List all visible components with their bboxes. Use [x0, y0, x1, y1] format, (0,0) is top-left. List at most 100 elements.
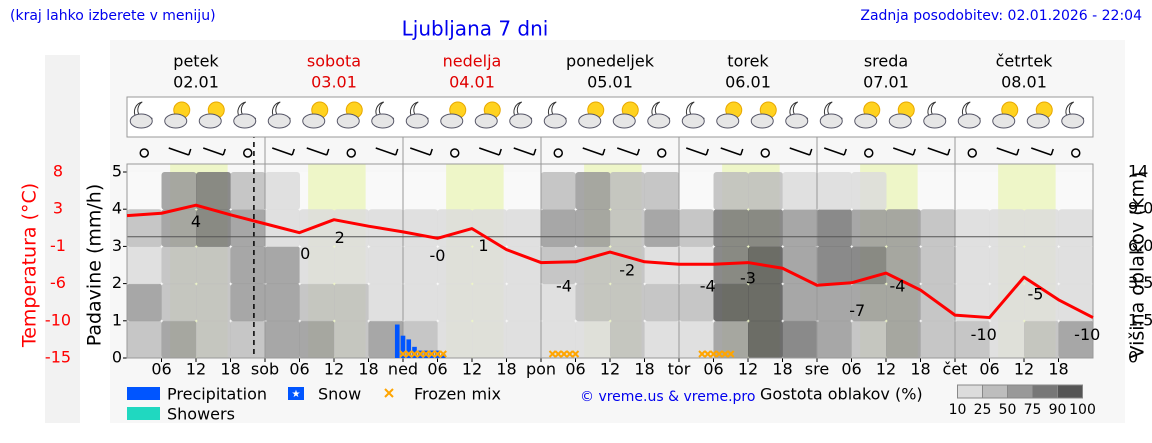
wind-calm — [553, 148, 563, 158]
cloud-cell — [437, 320, 473, 359]
update-time: Zadnja posodobitev: 02.01.2026 - 22:04 — [860, 8, 1142, 24]
x-tick-label: 12 — [738, 360, 758, 379]
frozen-mix-marker — [704, 350, 712, 358]
cloud-icon — [819, 113, 843, 129]
cloud-cell — [955, 320, 990, 359]
wind-barb — [1031, 147, 1054, 156]
wind-barb — [582, 147, 606, 156]
precip-bar — [400, 335, 406, 358]
scale-swatch — [1032, 384, 1058, 399]
cloud-cell — [127, 283, 162, 322]
cloud-cell — [541, 320, 576, 359]
cloud-cell — [920, 246, 956, 285]
legend-label: Snow — [318, 385, 361, 404]
day-name: petek — [173, 52, 219, 71]
cloud-icon — [440, 113, 464, 129]
y2-tick-label: 9.0 — [1128, 199, 1152, 218]
legend-swatch — [127, 387, 160, 400]
x-tick-label: 12 — [324, 360, 344, 379]
y2-tick-label: 6.0 — [1128, 236, 1152, 255]
frozen-mix-marker — [709, 350, 718, 358]
cloud-icon — [612, 113, 636, 129]
cloud-cell — [506, 246, 542, 285]
cloud-icon — [302, 113, 326, 129]
cloud-cell — [403, 283, 438, 322]
left-panel — [45, 55, 80, 423]
cloud-cell — [713, 246, 749, 285]
frozen-mix-marker — [727, 350, 735, 358]
day-date: 04.01 — [449, 73, 495, 92]
scale-label: 90 — [1049, 402, 1067, 418]
cloud-cell — [265, 246, 300, 285]
cloud-cell — [1058, 320, 1094, 359]
wind-barb — [479, 147, 502, 156]
cloud-cell — [506, 320, 542, 359]
cloud-icon — [647, 113, 671, 129]
day-date: 03.01 — [311, 73, 357, 92]
wind-calm — [967, 148, 977, 158]
x-tick-label: 06 — [151, 360, 171, 379]
cloud-cell — [989, 209, 1025, 247]
y-tick-label: 3 — [112, 236, 122, 255]
cloud-cell — [782, 246, 818, 285]
wind-barb — [617, 147, 640, 156]
x-tick-label: 18 — [634, 360, 654, 379]
frozen-mix-marker — [560, 350, 568, 358]
cloud-cell — [196, 283, 231, 322]
wind-barb — [996, 147, 1020, 156]
cloud-icon — [716, 113, 740, 129]
cloud-cell — [644, 283, 680, 322]
y-tick-label: 1 — [112, 310, 122, 329]
legend-label: Precipitation — [167, 385, 267, 404]
cloud-cell — [679, 209, 714, 247]
scale-label: 25 — [974, 402, 992, 418]
temp-annotation: -7 — [849, 301, 865, 320]
frozen-mix-marker — [571, 350, 580, 358]
cloud-cell — [920, 320, 956, 359]
cloud-cell — [541, 172, 576, 210]
cloud-icon — [785, 113, 809, 129]
frozen-mix-marker — [422, 350, 430, 358]
cloud-cell — [506, 209, 542, 247]
legend-label: Showers — [167, 405, 235, 424]
x-tick-label: pon — [526, 360, 556, 379]
precip-bar — [406, 339, 412, 358]
x-tick-label: 12 — [876, 360, 896, 379]
wind-calm — [243, 148, 253, 158]
cloud-icon — [1061, 113, 1085, 129]
x-tick-label: 06 — [703, 360, 723, 379]
cloud-cell — [196, 172, 231, 210]
scale-label: 10 — [949, 402, 967, 418]
cloud-cell — [748, 172, 783, 210]
cloud-cell — [713, 172, 749, 210]
x-tick-label: 18 — [358, 360, 378, 379]
cloud-axis-title: Višina oblakov (km) — [1127, 172, 1149, 359]
cloud-cell — [472, 209, 507, 247]
temp-annotation: -10 — [971, 325, 997, 344]
scale-label: 50 — [999, 402, 1017, 418]
wind-barb — [272, 147, 295, 156]
y2-tick-label: 3.5 — [1128, 273, 1152, 292]
y-tick-label: 2 — [112, 273, 122, 292]
cloud-cell — [851, 209, 887, 247]
cloud-cell — [1024, 209, 1059, 247]
x-tick-label: 06 — [565, 360, 585, 379]
x-tick-label: 12 — [186, 360, 206, 379]
frozen-mix-marker — [715, 350, 723, 358]
cloud-cell — [610, 172, 645, 210]
temp-annotation: 1 — [478, 236, 488, 255]
wind-barb — [168, 147, 192, 156]
temp-tick-label: -10 — [45, 310, 71, 329]
cloud-icon — [129, 113, 153, 129]
wind-calm — [139, 148, 149, 158]
cloud-cell — [989, 246, 1025, 285]
temp-annotation: -4 — [556, 277, 572, 296]
cloud-scale-label: Gostota oblakov (%) — [760, 385, 923, 404]
cloud-icon — [543, 113, 567, 129]
cloud-cell — [817, 246, 852, 285]
cloud-cell — [334, 209, 369, 247]
cloud-cell — [196, 320, 231, 359]
precip-bar — [412, 346, 417, 358]
wind-calm — [1071, 148, 1081, 158]
wind-calm — [450, 148, 460, 158]
